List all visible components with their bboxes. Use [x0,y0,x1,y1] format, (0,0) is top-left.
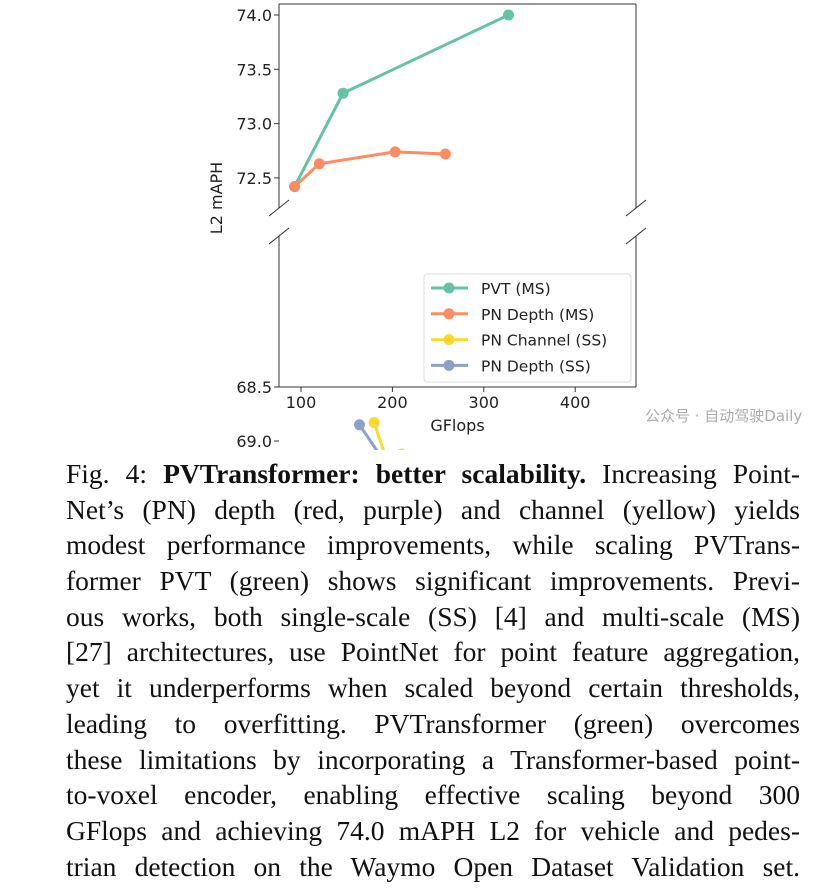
caption-line: [27] architectures, use PointNet for poi… [66,636,800,668]
legend-marker [443,359,455,371]
caption-line: ous works, both single-scale (SS) [4] an… [66,600,800,632]
legend-label: PN Channel (SS) [481,332,607,350]
data-point [389,146,401,158]
data-point [289,181,301,193]
y-tick-label: 73.5 [236,60,272,79]
series-pn-depth-ss- [353,419,379,450]
caption-line: these limitations by incorporating a Tra… [66,743,800,775]
x-axis-label: GFlops [430,416,484,435]
series-line [293,13,510,188]
x-tick-label: 200 [377,393,408,412]
caption-title: PVTransformer: better scalability. [163,458,587,489]
data-point [313,158,325,170]
caption-line: former PVT (green) shows significant imp… [66,565,800,597]
axis-break-mark [625,227,647,245]
data-point [368,417,380,429]
figure-label: Fig. 4: [66,458,148,489]
x-tick-label: 400 [560,393,591,412]
caption-line: Net’s (PN) depth (red, purple) and chann… [66,493,800,525]
y-axis-label: L2 mAPH [207,162,226,234]
y-tick-label: 72.5 [236,169,272,188]
legend-marker [443,334,455,346]
legend: PVT (MS) PN Depth (MS) PN Channel (SS) PN D… [423,273,632,383]
caption-line: trian detection on the Waymo Open Datase… [66,850,800,882]
caption-line: to-voxel encoder, enabling effective sca… [66,779,800,811]
scalability-chart: 10020030040072.573.073.574.068.569.069.5… [207,3,647,450]
y-tick-label: 68.5 [236,378,272,397]
caption-line: yet it underperforms when scaled beyond … [66,672,800,704]
y-tick-label: 69.0 [236,432,272,450]
data-point [397,448,406,450]
data-point [439,148,451,160]
axis-break-mark [625,199,647,217]
data-point [502,9,514,21]
caption-text: Increasing Point- [602,458,801,489]
watermark: 公众号 · 自动驾驶Daily [645,407,803,425]
figure-caption: Fig. 4: PVTransformer: better scalabilit… [66,456,800,884]
x-tick-label: 100 [286,393,317,412]
caption-line: modest performance improvements, while s… [66,529,800,561]
series-pn-channel-ss- [368,417,406,450]
legend-label: PN Depth (MS) [481,306,594,324]
series-line [372,422,385,450]
legend-label: PVT (MS) [481,280,551,298]
x-tick-label: 300 [469,393,500,412]
y-tick-label: 74.0 [236,6,272,25]
legend-marker [443,282,455,294]
legend-box [423,273,632,383]
y-tick-label: 73.0 [236,115,272,134]
series-line [293,150,446,188]
caption-line: Fig. 4: PVTransformer: better scalabilit… [66,456,800,492]
series-pn-depth-ms- [289,146,451,193]
caption-line: leading to overfitting. PVTransformer (g… [66,707,800,739]
legend-marker [443,308,455,320]
data-point [353,419,365,431]
data-point [337,87,349,99]
axis-break-mark [268,227,290,245]
caption-line: GFlops and achieving 74.0 mAPH L2 for ve… [66,814,800,846]
legend-label: PN Depth (SS) [481,357,591,375]
axis-break-mark [268,199,290,217]
